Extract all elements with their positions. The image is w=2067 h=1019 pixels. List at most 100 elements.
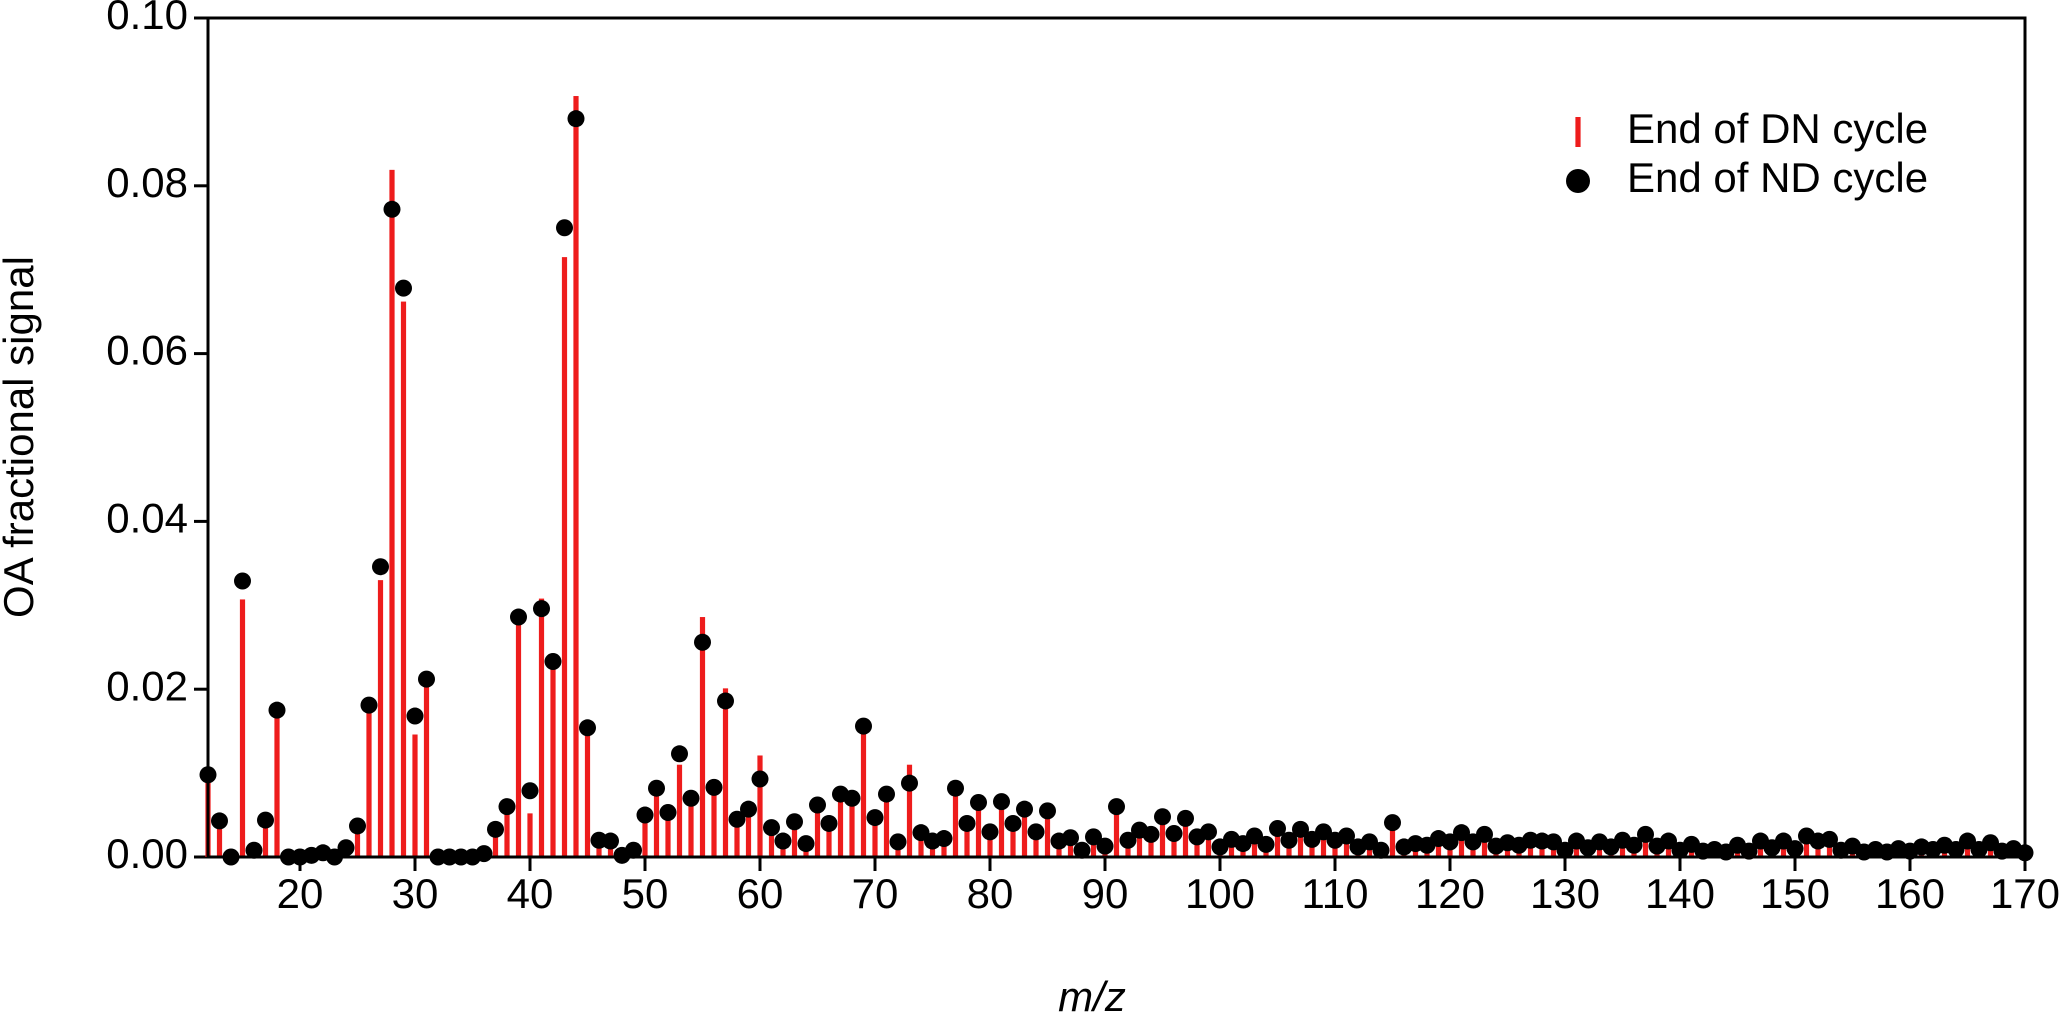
stick (561, 257, 568, 857)
stick (998, 804, 1005, 857)
dot (1280, 831, 1298, 849)
stick (1021, 809, 1028, 857)
y-tick-label: 0.02 (106, 662, 188, 709)
x-tick-label: 20 (277, 870, 324, 917)
dot (257, 811, 274, 829)
stick (1435, 838, 1442, 857)
dot (1637, 825, 1654, 843)
stick (987, 833, 993, 857)
x-tick-label: 160 (1875, 870, 1945, 917)
dot (1165, 825, 1183, 843)
stick (1171, 833, 1177, 857)
dot (1453, 824, 1470, 842)
stick (941, 840, 947, 857)
y-tick-label: 0.06 (106, 327, 188, 374)
x-tick-label: 110 (1302, 870, 1369, 917)
dot (567, 110, 585, 128)
stick (1481, 834, 1488, 857)
dot (533, 600, 550, 618)
stick (492, 831, 499, 857)
stick (1274, 828, 1281, 857)
stick (1182, 818, 1189, 857)
x-tick-label: 40 (507, 870, 554, 917)
stick (366, 705, 372, 857)
dot (855, 717, 872, 735)
dot (993, 793, 1010, 811)
dot (935, 830, 953, 848)
dot (671, 745, 688, 763)
legend-swatch (1566, 169, 1590, 193)
stick (906, 764, 913, 857)
stick (1033, 831, 1039, 857)
stick (964, 825, 970, 857)
dot (625, 841, 642, 859)
dot (1740, 842, 1758, 860)
dot (1476, 825, 1493, 843)
dot (1142, 825, 1160, 843)
dot (797, 835, 815, 853)
dot (728, 810, 746, 828)
dot (556, 219, 573, 237)
dot (878, 785, 895, 803)
dot (498, 798, 516, 816)
dot (372, 558, 389, 576)
stick (665, 815, 671, 857)
dot (602, 832, 619, 850)
dot (245, 841, 263, 859)
dot (268, 701, 286, 719)
stick (239, 599, 246, 857)
x-axis-label: m/z (1058, 973, 1126, 1019)
stick (860, 731, 867, 857)
dot (475, 845, 493, 863)
dot (510, 608, 527, 626)
stick (216, 823, 223, 857)
stick (412, 734, 418, 857)
y-tick-label: 0.08 (106, 159, 188, 206)
dot (406, 707, 424, 725)
dot (395, 279, 412, 297)
x-tick-label: 150 (1760, 870, 1830, 917)
dot (659, 804, 677, 822)
stick (1320, 831, 1327, 857)
dot (970, 793, 987, 811)
x-tick-label: 170 (1990, 870, 2060, 917)
dot (1660, 832, 1677, 850)
stick (837, 796, 844, 857)
stick (504, 810, 510, 857)
stick (1297, 829, 1304, 857)
y-tick-label: 0.00 (106, 830, 188, 877)
dot (1027, 823, 1045, 841)
stick (688, 802, 694, 857)
dot (1062, 829, 1079, 847)
stick (1090, 836, 1097, 857)
x-tick-label: 120 (1415, 870, 1485, 917)
dot (682, 789, 700, 807)
stick (1826, 839, 1833, 857)
stick (745, 810, 752, 857)
stick (550, 668, 556, 857)
dot (579, 719, 596, 737)
legend-label: End of DN cycle (1627, 105, 1928, 152)
stick (538, 598, 545, 857)
dot (786, 813, 803, 831)
dot (740, 800, 757, 818)
x-tick-label: 130 (1530, 870, 1600, 917)
stick (1159, 816, 1166, 857)
stick (849, 799, 855, 857)
dot (211, 812, 228, 830)
stick (1458, 832, 1465, 857)
stick (872, 819, 878, 857)
stick (1205, 831, 1212, 857)
dot (763, 819, 780, 837)
stick (377, 580, 384, 857)
stick (1194, 836, 1200, 857)
dot (337, 839, 355, 857)
stick (722, 688, 729, 857)
stick (515, 622, 522, 857)
dot (958, 814, 976, 832)
dot (1257, 835, 1275, 853)
dot (1177, 809, 1194, 827)
stick (1044, 810, 1051, 857)
x-tick-label: 90 (1082, 870, 1129, 917)
